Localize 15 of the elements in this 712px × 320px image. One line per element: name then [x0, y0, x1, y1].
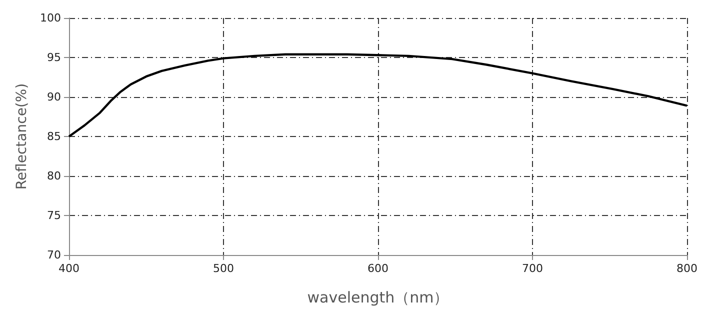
line-series — [68, 53, 688, 138]
y-axis-title: Reflectance(%) — [14, 83, 30, 190]
y-tick-label: 80 — [47, 170, 61, 182]
x-axis-title: wavelength（nm） — [307, 288, 449, 306]
x-tick-label: 800 — [676, 262, 698, 275]
y-tick-label: 90 — [47, 90, 61, 104]
x-tick-label: 700 — [522, 262, 543, 275]
x-tick-label: 600 — [368, 262, 388, 275]
y-tick-label: 70 — [47, 248, 61, 262]
y-tick-label: 75 — [47, 209, 61, 222]
x-tick-label: 500 — [213, 262, 234, 275]
y-tick-label: 100 — [40, 12, 61, 24]
y-tick-label: 85 — [47, 130, 61, 143]
y-tick-label: 95 — [47, 51, 61, 64]
x-tick-label: 400 — [58, 262, 80, 275]
